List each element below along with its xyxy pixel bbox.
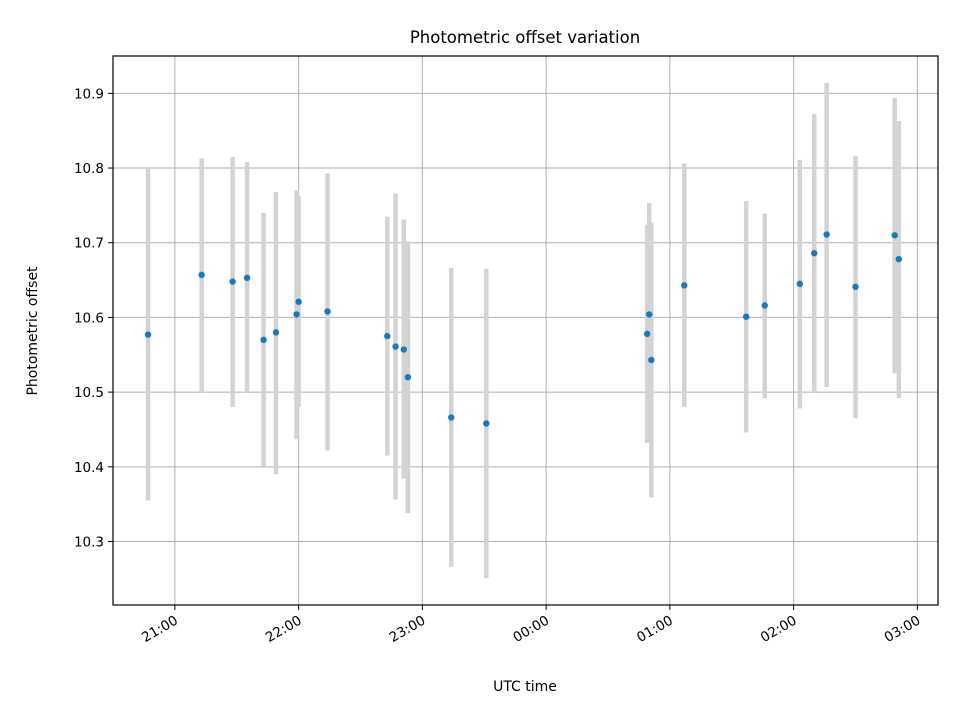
data-point: [144, 331, 152, 338]
x-tick-label: 00:00: [510, 613, 552, 646]
y-tick-label: 10.7: [74, 236, 104, 252]
chart-title: Photometric offset variation: [410, 28, 640, 47]
data-point: [272, 329, 280, 336]
data-point: [761, 302, 768, 309]
y-tick-label: 10.4: [74, 460, 104, 476]
y-tick-label: 10.5: [74, 385, 104, 401]
x-axis-label: UTC time: [493, 679, 557, 695]
data-point: [646, 311, 653, 318]
y-axis-ticks: 10.3 10.4 10.5 10.6 10.7 10.8 10.9: [74, 86, 113, 551]
data-point: [260, 336, 267, 344]
x-tick-label: 21:00: [139, 613, 181, 646]
y-tick-label: 10.9: [74, 86, 104, 102]
data-point: [852, 283, 859, 291]
data-point: [895, 255, 903, 263]
data-point: [324, 308, 331, 315]
data-point: [823, 231, 830, 238]
data-point: [448, 414, 455, 421]
data-point: [384, 332, 391, 340]
y-tick-label: 10.3: [74, 535, 104, 551]
y-tick-label: 10.8: [74, 161, 104, 177]
data-point: [891, 232, 898, 239]
data-point: [198, 271, 205, 279]
data-point: [404, 373, 412, 381]
data-point: [229, 278, 236, 285]
data-points: [144, 231, 903, 427]
y-axis-label: Photometric offset: [25, 266, 41, 396]
data-point: [295, 298, 302, 305]
data-point: [243, 274, 251, 282]
x-tick-label: 02:00: [758, 613, 800, 646]
data-point: [811, 249, 818, 257]
data-point: [392, 343, 399, 350]
data-point: [400, 346, 408, 353]
data-point: [648, 356, 655, 364]
plot-frame: [112, 55, 939, 606]
x-tick-label: 22:00: [263, 613, 305, 646]
x-tick-label: 23:00: [387, 613, 429, 646]
data-point: [293, 311, 300, 318]
y-tick-label: 10.6: [74, 310, 104, 326]
data-point: [643, 330, 651, 338]
data-point: [742, 313, 750, 320]
x-axis-ticks: 21:00 22:00 23:00 00:00 01:00 02:00 03:00: [139, 605, 923, 646]
data-point: [681, 282, 688, 289]
x-tick-label: 01:00: [634, 613, 676, 646]
data-point: [796, 280, 804, 288]
data-point: [483, 420, 490, 427]
x-tick-label: 03:00: [882, 613, 924, 646]
